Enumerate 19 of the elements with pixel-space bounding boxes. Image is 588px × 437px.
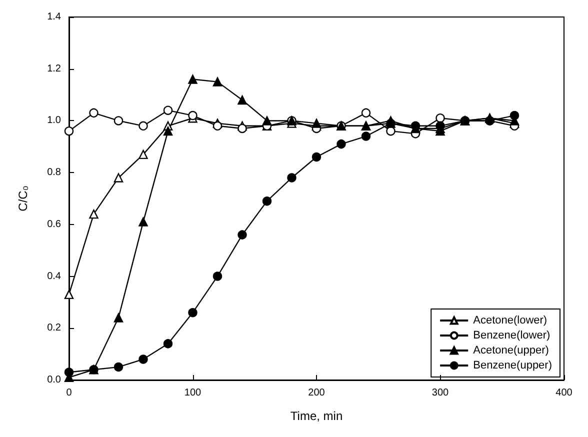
- x-tick-label: 100: [184, 388, 202, 398]
- y-tick-label: 0.0: [47, 374, 62, 386]
- y-tick-label: 1.2: [47, 63, 62, 74]
- y-tick-label: 1.0: [47, 115, 62, 126]
- x-tick-label: 400: [556, 388, 573, 398]
- y-tick-label: 1.4: [47, 12, 62, 22]
- y-axis-title: C/C₀: [16, 186, 30, 212]
- legend-label: Acetone(upper): [473, 344, 549, 356]
- x-tick-label: 0: [66, 388, 72, 398]
- legend-label: Acetone(lower): [473, 314, 548, 326]
- y-tick-label: 0.8: [47, 167, 62, 178]
- y-tick-label: 0.4: [47, 270, 62, 282]
- y-tick-label: 0.6: [47, 218, 62, 230]
- x-axis-title: Time, min: [290, 409, 343, 423]
- x-tick-label: 200: [308, 388, 326, 398]
- legend-label: Benzene(upper): [473, 360, 552, 372]
- x-tick-label: 300: [432, 388, 450, 398]
- legend-label: Benzene(lower): [473, 330, 550, 342]
- y-tick-label: 0.2: [47, 322, 62, 334]
